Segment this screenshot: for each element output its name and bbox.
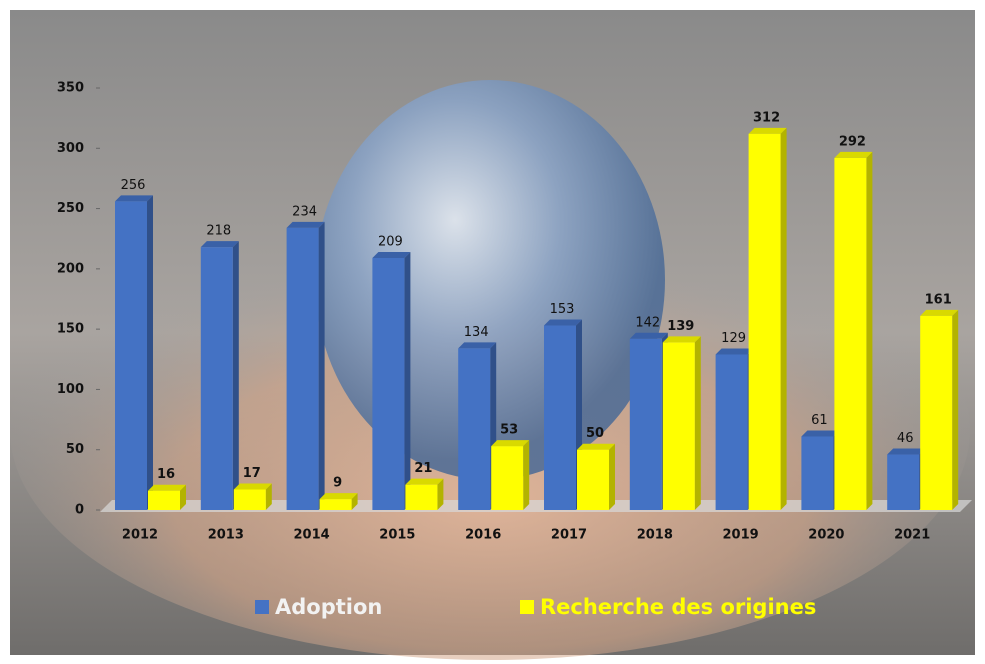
bar-side <box>523 440 530 510</box>
value-label: 9 <box>333 476 342 491</box>
bar-top <box>458 342 497 349</box>
x-tick-label: 2020 <box>808 528 844 543</box>
bar-side <box>780 127 787 511</box>
bar-side <box>866 151 873 510</box>
x-tick-label: 2012 <box>122 528 158 543</box>
y-tick-label: 200 <box>57 261 84 276</box>
x-tick-label: 2017 <box>551 528 587 543</box>
value-label: 234 <box>292 204 317 219</box>
bar <box>458 348 491 510</box>
legend-swatch <box>255 600 269 614</box>
bar-top <box>887 448 926 455</box>
value-label: 21 <box>414 461 432 476</box>
value-label: 256 <box>121 178 146 193</box>
bar <box>801 436 834 510</box>
bar-top <box>200 241 239 248</box>
value-label: 50 <box>586 426 604 441</box>
value-label: 134 <box>464 325 489 340</box>
bar <box>887 454 920 510</box>
value-label: 17 <box>243 466 261 481</box>
bar-top <box>319 493 358 500</box>
bar-side <box>694 336 701 510</box>
value-label: 153 <box>550 302 575 317</box>
x-tick-label: 2014 <box>294 528 330 543</box>
bar-side <box>232 241 239 510</box>
bar <box>577 449 609 510</box>
bar-side <box>437 478 444 510</box>
bar-top <box>629 332 668 339</box>
bar <box>491 446 524 510</box>
value-label: 129 <box>721 331 746 346</box>
bar-side <box>351 493 358 510</box>
value-label: 209 <box>378 235 403 250</box>
value-label: 61 <box>811 413 828 428</box>
bar-side <box>180 484 186 510</box>
value-label: 142 <box>635 315 660 330</box>
bar-top <box>715 348 754 355</box>
legend-swatch <box>520 600 534 614</box>
value-label: 16 <box>157 467 175 482</box>
bar-top <box>148 484 186 491</box>
bar-top <box>115 195 153 202</box>
x-tick-label: 2013 <box>208 528 244 543</box>
bar-top <box>577 443 615 450</box>
legend-label: Adoption <box>275 595 382 619</box>
bar-side <box>952 309 959 510</box>
bar <box>319 499 352 510</box>
bar-side <box>318 221 325 510</box>
bar-top <box>834 151 873 158</box>
y-tick-label: 50 <box>66 442 84 457</box>
value-label: 312 <box>753 110 780 125</box>
bar-top <box>662 336 701 343</box>
bar <box>233 489 266 510</box>
value-label: 161 <box>925 292 952 307</box>
value-label: 139 <box>667 319 694 334</box>
bar <box>200 247 233 510</box>
y-tick-label: 0 <box>75 503 84 518</box>
bar <box>372 258 405 510</box>
bar-side <box>265 483 272 510</box>
bar <box>834 157 867 510</box>
x-tick-label: 2016 <box>465 528 501 543</box>
bar-top <box>372 252 411 259</box>
y-tick-label: 300 <box>57 141 84 156</box>
bar <box>920 315 953 510</box>
bar <box>662 342 695 510</box>
y-tick-label: 150 <box>57 322 84 337</box>
value-label: 53 <box>500 423 518 438</box>
bar <box>544 325 576 510</box>
bar-top <box>920 309 959 316</box>
legend-label: Recherche des origines <box>540 595 816 619</box>
bar <box>748 133 781 510</box>
bar-top <box>286 221 325 228</box>
bar <box>629 338 662 510</box>
x-tick-label: 2019 <box>723 528 759 543</box>
value-label: 292 <box>839 134 866 149</box>
bar-top <box>748 127 787 134</box>
y-tick-label: 350 <box>57 81 84 96</box>
bar <box>405 484 438 510</box>
value-label: 218 <box>206 224 231 239</box>
bar-top <box>491 440 530 447</box>
bar-top <box>405 478 444 485</box>
bar <box>148 490 180 510</box>
y-tick-label: 100 <box>57 382 84 397</box>
x-tick-label: 2021 <box>894 528 930 543</box>
bar-side <box>147 195 153 510</box>
bar-top <box>544 319 582 326</box>
value-label: 46 <box>897 431 914 446</box>
bar <box>115 201 147 510</box>
bar-side <box>609 443 615 510</box>
bar <box>286 227 319 510</box>
x-tick-label: 2015 <box>379 528 415 543</box>
y-tick-label: 250 <box>57 201 84 216</box>
x-tick-label: 2018 <box>637 528 673 543</box>
bar <box>715 354 748 510</box>
bar-top <box>801 430 840 437</box>
bar-top <box>233 483 272 490</box>
bar-side <box>404 252 411 510</box>
